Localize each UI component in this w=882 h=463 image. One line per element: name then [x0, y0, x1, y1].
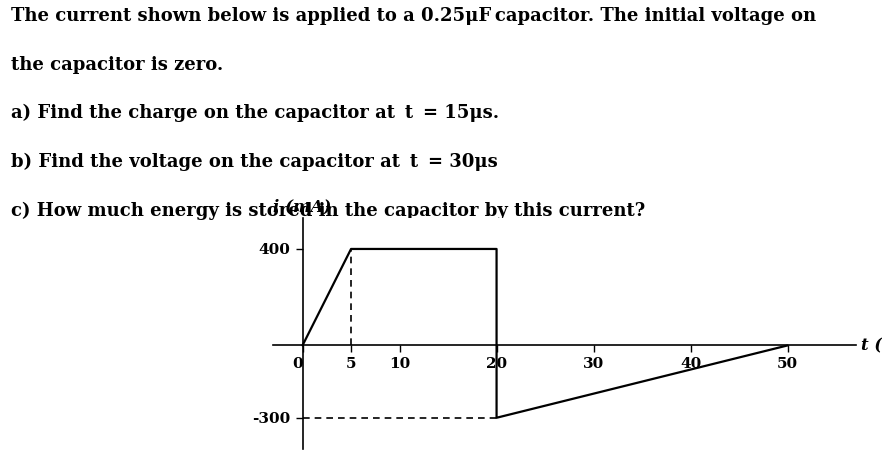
Text: c) How much energy is stored in the capacitor by this current?: c) How much energy is stored in the capa…: [11, 201, 646, 219]
Text: i (mA): i (mA): [273, 198, 332, 215]
Text: the capacitor is zero.: the capacitor is zero.: [11, 56, 224, 74]
Text: a) Find the charge on the capacitor at  t  = 15μs.: a) Find the charge on the capacitor at t…: [11, 104, 499, 122]
Text: b) Find the voltage on the capacitor at  t  = 30μs: b) Find the voltage on the capacitor at …: [11, 153, 498, 171]
Text: The current shown below is applied to a 0.25μF capacitor. The initial voltage on: The current shown below is applied to a …: [11, 7, 817, 25]
Text: t (μs): t (μs): [862, 337, 882, 354]
